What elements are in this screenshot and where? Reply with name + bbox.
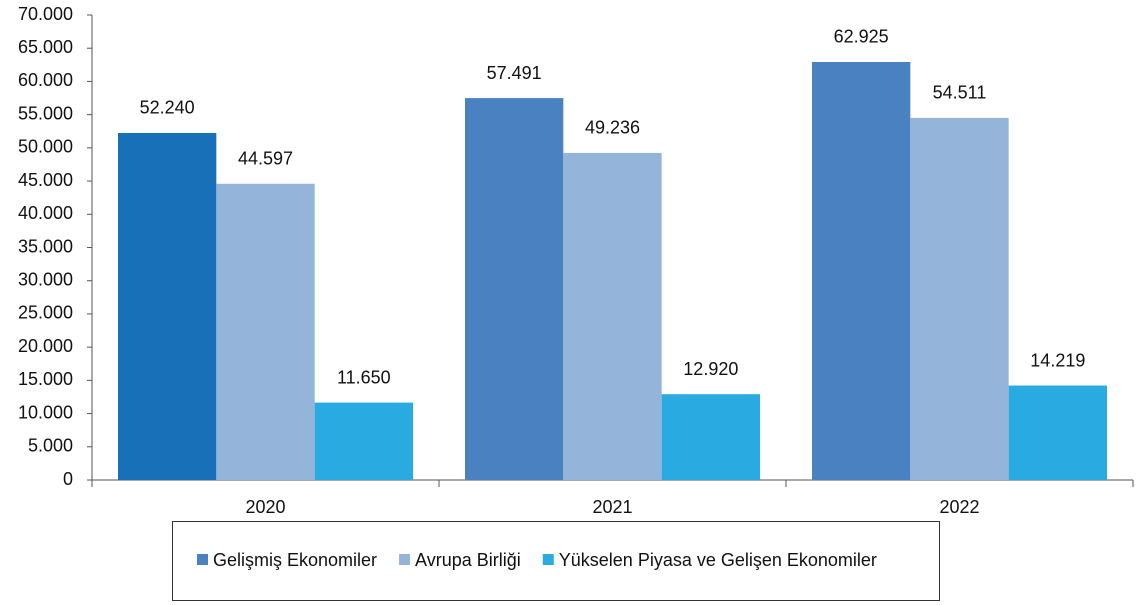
data-label: 52.240 [140, 98, 195, 118]
legend-box [172, 521, 940, 601]
data-label: 49.236 [585, 118, 640, 138]
bar [563, 152, 662, 480]
legend-label: Yükselen Piyasa ve Gelişen Ekonomiler [559, 550, 877, 570]
y-tick-label: 55.000 [18, 103, 73, 123]
y-tick-label: 70.000 [18, 4, 73, 24]
y-tick-label: 15.000 [18, 369, 73, 389]
legend-label: Gelişmiş Ekonomiler [213, 550, 377, 570]
y-tick-label: 20.000 [18, 336, 73, 356]
data-label: 11.650 [337, 367, 391, 387]
y-tick-label: 35.000 [18, 236, 73, 256]
bar [812, 61, 911, 480]
bar [314, 402, 413, 480]
legend-swatch [399, 554, 411, 565]
y-tick-label: 0 [63, 469, 73, 489]
y-tick-label: 65.000 [18, 37, 73, 57]
y-tick-label: 5.000 [28, 436, 73, 456]
bar [661, 394, 760, 480]
data-label: 62.925 [834, 27, 889, 47]
x-tick-label: 2022 [939, 497, 979, 517]
bar [1008, 385, 1107, 480]
data-label: 14.219 [1030, 350, 1085, 370]
bar [910, 117, 1009, 481]
y-tick-label: 25.000 [18, 303, 73, 323]
y-tick-label: 10.000 [18, 402, 73, 422]
bar [216, 183, 315, 480]
bar [465, 98, 564, 481]
x-tick-label: 2020 [245, 497, 285, 517]
data-label: 12.920 [683, 359, 738, 379]
y-tick-label: 40.000 [18, 203, 73, 223]
y-tick-label: 45.000 [18, 170, 73, 190]
legend-swatch [197, 554, 208, 565]
y-tick-label: 60.000 [18, 70, 73, 90]
legend-swatch [542, 554, 554, 565]
bar [118, 132, 217, 480]
x-tick-label: 2021 [592, 497, 632, 517]
legend-label: Avrupa Birliği [415, 550, 521, 570]
y-tick-label: 30.000 [18, 269, 73, 289]
data-label: 54.511 [933, 83, 987, 103]
data-label: 44.597 [238, 148, 293, 168]
y-tick-label: 50.000 [18, 137, 73, 157]
data-label: 57.491 [487, 63, 542, 83]
